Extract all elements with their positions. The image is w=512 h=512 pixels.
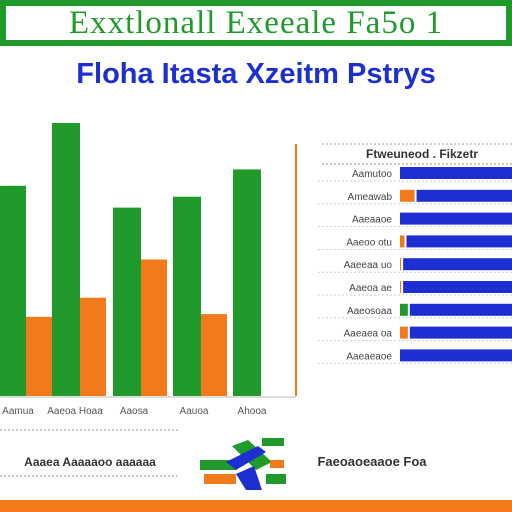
legend-swatch-orange-2 bbox=[270, 460, 284, 468]
title-banner-inner: Exxtlonall Exeeale Fa5o 1 bbox=[6, 4, 506, 41]
x-tick-label-3: Aaosa bbox=[120, 406, 149, 417]
hbar-label-2: Ameawab bbox=[348, 192, 393, 203]
hbar-label-5: Aaeeaa uo bbox=[344, 260, 393, 271]
hbar-blue-segment-3 bbox=[400, 212, 512, 225]
hbar-label-4: Aaeoo otu bbox=[346, 237, 392, 248]
hbar-orange-segment-5 bbox=[400, 258, 402, 271]
title-banner: Exxtlonall Exeeale Fa5o 1 bbox=[0, 0, 512, 46]
banner-title: Exxtlonall Exeeale Fa5o 1 bbox=[68, 4, 444, 41]
legend-shape-blue-2 bbox=[236, 466, 262, 490]
green-bar-5 bbox=[233, 169, 261, 396]
hbar-label-7: Aaeosoaa bbox=[347, 306, 392, 317]
hbar-label-1: Aamutoo bbox=[352, 169, 392, 180]
green-bar-4 bbox=[173, 196, 201, 396]
hbar-blue-segment-6 bbox=[403, 281, 512, 293]
green-bar-3 bbox=[113, 207, 141, 396]
x-tick-label-5: Ahooa bbox=[238, 406, 267, 417]
hbar-blue-segment-5 bbox=[403, 258, 512, 271]
hbar-title: Ftweuneod . Fikzetr bbox=[366, 147, 478, 161]
hbar-blue-segment-8 bbox=[409, 326, 512, 339]
hbar-blue-segment-7 bbox=[409, 303, 512, 316]
hbar-orange-segment-2 bbox=[400, 189, 415, 202]
legend-shape-blue bbox=[226, 446, 266, 470]
hbar-blue-segment-9 bbox=[400, 349, 512, 362]
hbar-orange-segment-7 bbox=[400, 303, 408, 316]
hbar-blue-segment-4 bbox=[406, 235, 512, 248]
hbar-blue-segment-2 bbox=[416, 189, 512, 202]
legend-right-text: Faeoaoeaaoe Foa bbox=[317, 454, 427, 469]
hbar-orange-segment-6 bbox=[400, 281, 402, 293]
hbar-label-9: Aaeaeaoe bbox=[346, 351, 392, 362]
x-tick-label-1: Aamua bbox=[2, 406, 34, 417]
legend-swatch-green-2 bbox=[262, 438, 284, 446]
legend-swatch-green bbox=[200, 460, 236, 470]
legend-left-text: Aaaea Aaaaaoo aaaaaa bbox=[24, 455, 156, 469]
green-bar-2 bbox=[52, 123, 80, 396]
legend-swatch-green-3 bbox=[266, 474, 286, 484]
legend-swatch-orange bbox=[204, 474, 236, 484]
x-tick-label-4: Aauoa bbox=[180, 406, 209, 417]
hbar-orange-segment-4 bbox=[400, 235, 405, 248]
hbar-blue-segment-1 bbox=[400, 167, 512, 179]
bottom-accent-bar bbox=[0, 500, 512, 512]
page-subtitle: Floha Itasta Xzeitm Pstrys bbox=[76, 58, 436, 90]
hbar-label-6: Aaeoa ae bbox=[349, 283, 392, 294]
hbar-label-8: Aaeaea oa bbox=[344, 329, 393, 340]
hbar-label-3: Aaeaaoe bbox=[352, 215, 392, 226]
hbar-orange-segment-8 bbox=[400, 326, 408, 339]
x-tick-label-2: Aaeoa Hoaa bbox=[47, 406, 103, 417]
green-bar-1 bbox=[0, 185, 26, 396]
